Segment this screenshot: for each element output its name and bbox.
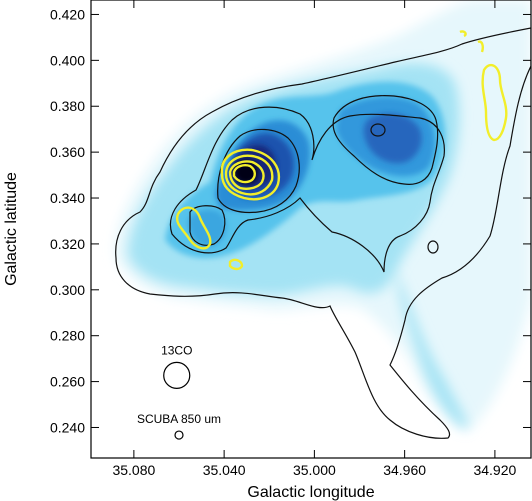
black-contour-outer: [115, 27, 531, 439]
black-contour-small-core: [189, 205, 226, 246]
black-contour-island-1: [370, 123, 386, 137]
y-axis-title: Galactic latitude: [3, 172, 20, 286]
beam-markers: 13CO SCUBA 850 um: [137, 343, 221, 440]
y-tick-label: 0.360: [50, 144, 85, 160]
beam-label: 13CO: [161, 343, 192, 357]
plot-frame: [90, 0, 532, 459]
beam-label: SCUBA 850 um: [137, 412, 221, 426]
yellow-contour-4: [232, 164, 256, 184]
yellow-contour-top: [459, 30, 467, 38]
y-tick-label: 0.420: [50, 6, 85, 22]
yellow-contour-east-tip: [477, 40, 484, 53]
yellow-contour-south: [228, 258, 244, 271]
yellow-contour-3: [228, 160, 265, 190]
x-axis-ticks: 35.080 35.040 35.000 34.960 34.920: [112, 0, 517, 478]
y-tick-label: 0.320: [50, 236, 85, 252]
emission-level-2b: [395, 270, 468, 430]
x-tick-label: 34.960: [383, 462, 426, 478]
y-tick-label: 0.300: [50, 282, 85, 298]
y-tick-label: 0.240: [50, 419, 85, 435]
plot-area: [115, 0, 531, 439]
x-tick-label: 35.000: [293, 462, 336, 478]
y-tick-label: 0.400: [50, 52, 85, 68]
yellow-contour-1: [220, 148, 281, 201]
y-axis-ticks: 0.420 0.400 0.380 0.360 0.340 0.320 0.300 0.280…: [50, 6, 531, 435]
yellow-contour-west: [175, 206, 212, 250]
black-contour-island-2: [427, 240, 439, 254]
x-tick-label: 35.080: [112, 462, 155, 478]
yellow-contour-2: [224, 154, 274, 196]
yellow-contour-east: [481, 63, 508, 142]
y-tick-label: 0.280: [50, 328, 85, 344]
y-tick-label: 0.260: [50, 374, 85, 390]
x-axis-title: Galactic longitude: [247, 484, 374, 501]
emission-level-5b: [363, 113, 422, 164]
black-contours: [115, 27, 531, 439]
black-contour-core-right: [332, 95, 439, 185]
black-contour-core-left: [217, 128, 300, 214]
x-tick-label: 35.040: [203, 462, 246, 478]
emission-level-4c: [188, 209, 227, 247]
black-contour-mid: [169, 106, 445, 273]
beam-circle: [163, 361, 191, 389]
y-tick-label: 0.340: [50, 190, 85, 206]
yellow-contours: [175, 30, 508, 271]
x-tick-label: 34.920: [473, 462, 516, 478]
y-tick-label: 0.380: [50, 98, 85, 114]
beam-circle: [174, 430, 184, 440]
